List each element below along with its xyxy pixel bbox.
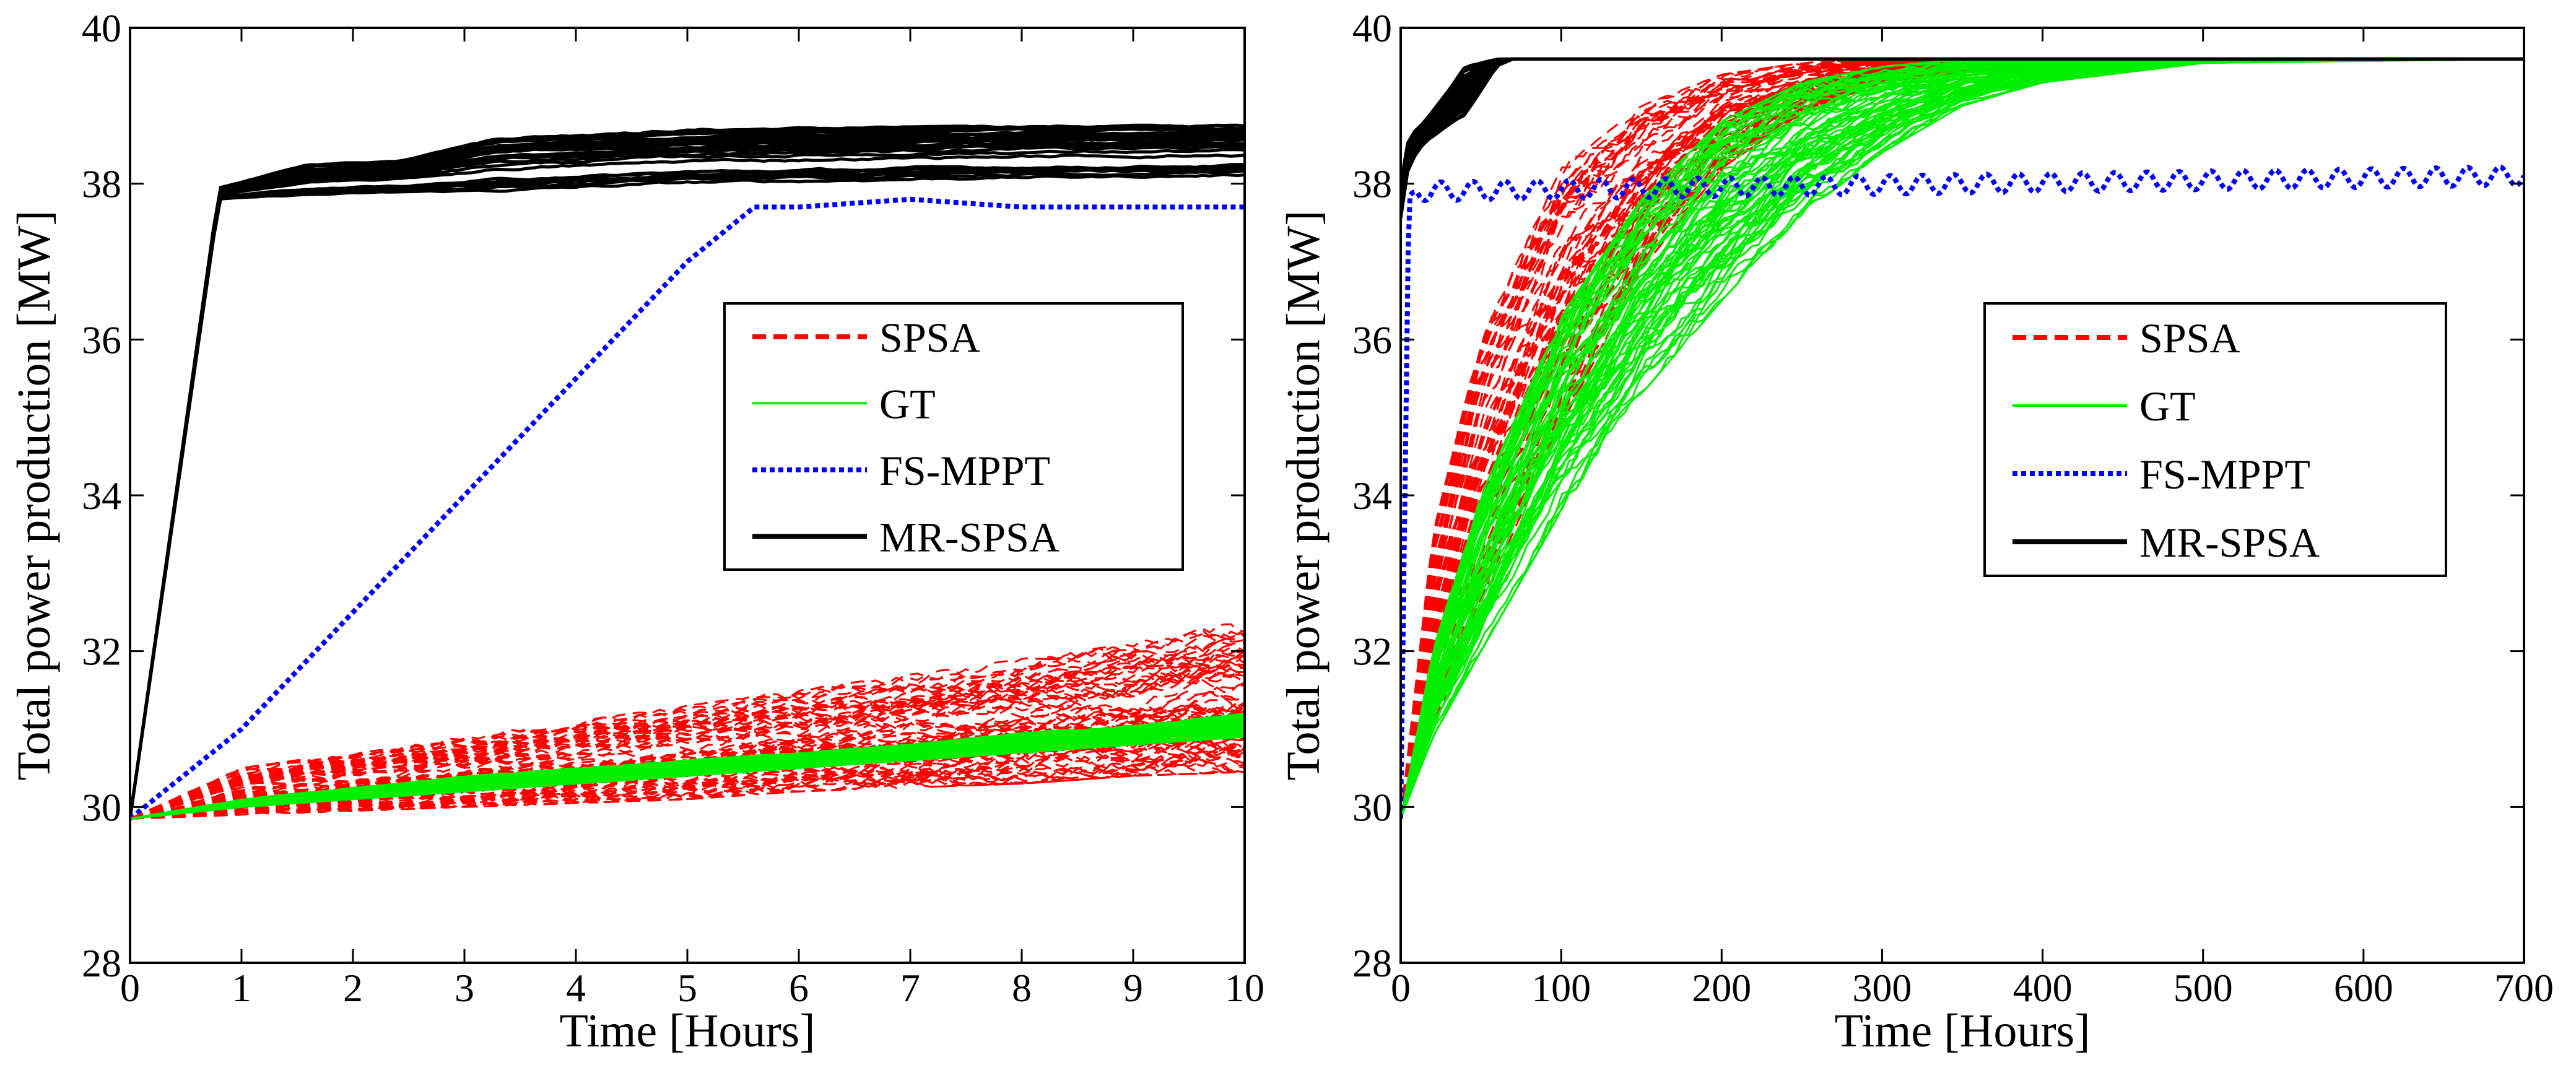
series-line-gt (130, 716, 1245, 820)
series-line-mr-spsa (130, 153, 1245, 819)
x-tick-label: 200 (1692, 966, 1751, 1010)
series-line-spsa (130, 739, 1245, 820)
legend-label-mr-spsa: MR-SPSA (2139, 519, 2320, 566)
series-mr-spsa (1401, 57, 2524, 219)
series-line-gt (130, 715, 1245, 820)
series-line-mr-spsa (130, 173, 1245, 819)
x-tick-label: 700 (2494, 966, 2554, 1010)
series-line-gt (130, 732, 1245, 820)
x-tick-label: 9 (1123, 966, 1143, 1010)
series-line-spsa (130, 728, 1245, 820)
legend: SPSA GT FS-MPPT MR-SPSA (723, 302, 1184, 571)
y-tick-label: 38 (1352, 162, 1392, 206)
series-spsa (130, 623, 1245, 820)
y-tick-label: 36 (82, 318, 121, 362)
y-tick-label: 40 (82, 6, 121, 50)
x-tick-label: 6 (789, 966, 809, 1010)
series-line-spsa (130, 695, 1245, 820)
y-tick-label: 34 (82, 474, 121, 518)
x-axis-title: Time [Hours] (1834, 1005, 2090, 1057)
plot-area (1401, 57, 2524, 819)
y-tick-label: 32 (1352, 630, 1392, 674)
series-mr-spsa (130, 123, 1245, 819)
x-tick-label: 2 (343, 966, 363, 1010)
y-tick-label: 30 (82, 785, 121, 829)
series-line-mr-spsa (130, 134, 1245, 819)
y-tick-label: 36 (1352, 318, 1392, 362)
series-line-spsa (130, 744, 1245, 820)
series-line-mr-spsa (130, 163, 1245, 819)
series-fs-mppt (1401, 164, 2524, 819)
series-line-mr-spsa (1401, 57, 2524, 214)
series-line-spsa (130, 657, 1245, 820)
series-line-spsa (130, 630, 1245, 820)
x-tick-label: 500 (2174, 966, 2233, 1010)
x-tick-label: 0 (1391, 966, 1411, 1010)
legend-label-mr-spsa: MR-SPSA (879, 513, 1060, 560)
legend-label-fs-mppt: FS-MPPT (2139, 451, 2310, 498)
y-axis-title: Total power production [MW] (8, 210, 60, 780)
plot-area (130, 123, 1245, 821)
x-tick-label: 400 (2013, 966, 2073, 1010)
y-tick-label: 38 (82, 162, 121, 206)
legend: SPSA GT FS-MPPT MR-SPSA (1983, 302, 2447, 577)
x-tick-label: 5 (677, 966, 697, 1010)
series-line-mr-spsa (130, 148, 1245, 819)
series-line-spsa (130, 770, 1245, 820)
x-tick-label: 10 (1225, 966, 1264, 1010)
series-line-spsa (1401, 58, 2524, 819)
series-line-spsa (130, 644, 1245, 820)
x-tick-label: 100 (1531, 966, 1591, 1010)
x-axis-title: Time [Hours] (559, 1005, 815, 1057)
series-line-spsa (130, 667, 1245, 820)
series-line-spsa (130, 771, 1245, 820)
x-tick-label: 3 (455, 966, 474, 1010)
series-line-spsa (130, 690, 1245, 820)
series-line-gt (1401, 58, 2524, 819)
legend-label-gt: GT (879, 380, 936, 427)
series-line-mr-spsa (130, 126, 1245, 819)
x-tick-label: 7 (900, 966, 920, 1010)
series-line-spsa (130, 761, 1245, 820)
legend-box (1983, 302, 2447, 577)
y-tick-label: 40 (1352, 6, 1392, 50)
series-fs-mppt (130, 196, 1245, 821)
right-chart-panel: 0 100 200 300 400 500 600 700 28 30 32 34 36 38 40 Time… (1277, 6, 2554, 1057)
series-line-gt (130, 734, 1245, 820)
legend-label-gt: GT (2139, 383, 2196, 430)
x-tick-label: 600 (2334, 966, 2393, 1010)
legend-box (723, 302, 1184, 571)
series-gt (130, 712, 1245, 820)
legend-label-spsa: SPSA (879, 314, 980, 361)
series-line-spsa (1401, 58, 2524, 819)
x-tick-label: 300 (1852, 966, 1912, 1010)
series-line-fs-mppt (1401, 164, 2524, 819)
series-line-spsa (1401, 58, 2524, 819)
series-line-spsa (130, 649, 1245, 820)
y-tick-label: 34 (1352, 474, 1392, 518)
series-line-spsa (130, 646, 1245, 820)
series-line-spsa (130, 754, 1245, 820)
series-line-spsa (130, 648, 1245, 820)
series-line-fs-mppt (130, 196, 1245, 821)
y-axis-title: Total power production [MW] (1277, 210, 1329, 780)
y-tick-label: 28 (1352, 941, 1392, 985)
x-tick-label: 8 (1012, 966, 1032, 1010)
series-line-spsa (130, 623, 1245, 820)
y-tick-label: 32 (82, 630, 121, 674)
series-line-spsa (130, 758, 1245, 820)
series-line-mr-spsa (130, 142, 1245, 819)
series-line-mr-spsa (130, 131, 1245, 819)
x-tick-label: 1 (232, 966, 251, 1010)
x-tick-label: 4 (566, 966, 586, 1010)
series-line-gt (130, 718, 1245, 820)
legend-label-fs-mppt: FS-MPPT (879, 447, 1050, 494)
y-tick-label: 28 (82, 941, 121, 985)
x-tick-label: 0 (120, 966, 140, 1010)
legend-label-spsa: SPSA (2139, 315, 2240, 362)
y-tick-label: 30 (1352, 785, 1392, 829)
series-line-spsa (1401, 58, 2524, 819)
